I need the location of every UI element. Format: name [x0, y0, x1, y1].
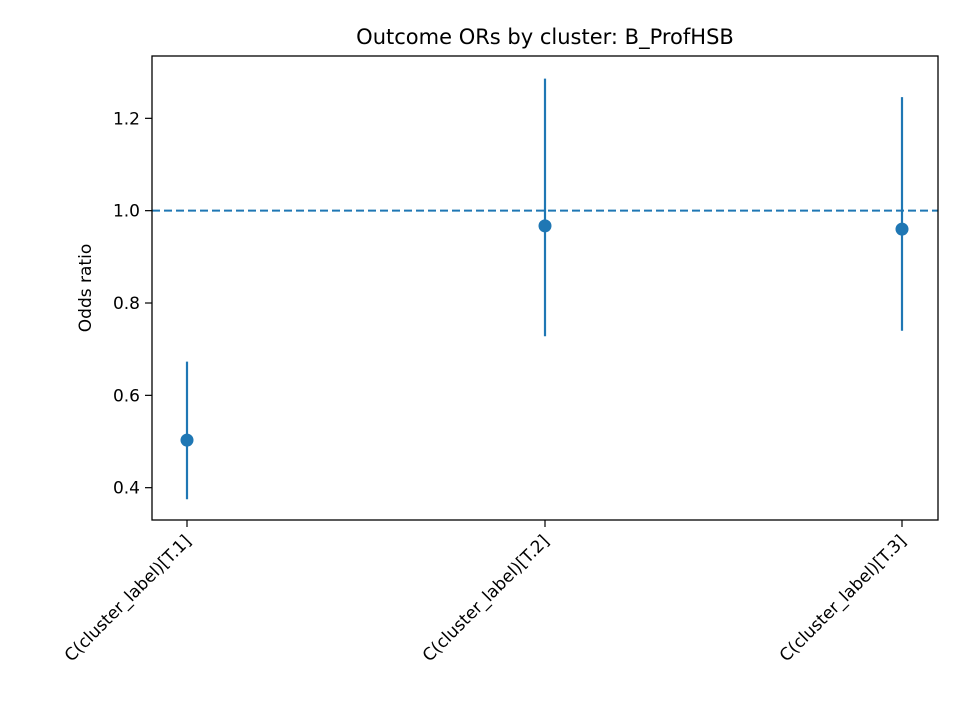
y-tick-label-2: 0.8 — [113, 294, 140, 314]
y-tick-label-0: 0.4 — [113, 479, 140, 499]
y-axis-label: Odds ratio — [76, 244, 96, 332]
y-tick-label-3: 1.0 — [113, 202, 140, 222]
plot-frame — [151, 55, 939, 521]
y-tick-label-1: 0.6 — [113, 386, 140, 406]
data-point-1 — [538, 219, 552, 233]
y-tick-label-4: 1.2 — [113, 109, 140, 129]
chart-title: Outcome ORs by cluster: B_ProfHSB — [356, 25, 734, 50]
data-point-2 — [895, 222, 909, 236]
data-point-0 — [180, 433, 194, 447]
